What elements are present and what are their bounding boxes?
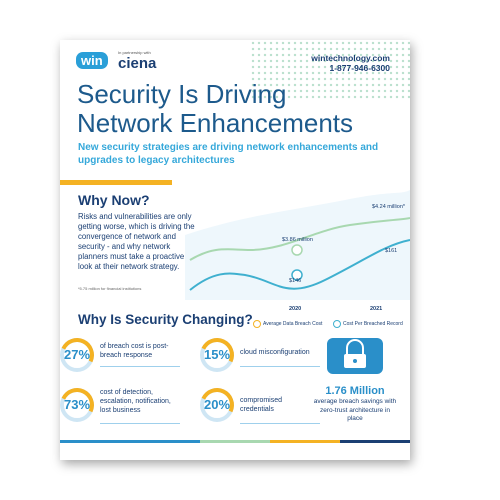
infographic: win In partnership with ciena wintechnol… (60, 40, 410, 460)
legend-icon (333, 320, 341, 328)
stat-label: of breach cost is post-breach response (100, 343, 169, 359)
stat-value: 20% (203, 397, 231, 412)
chart-label: $146 (289, 278, 302, 284)
stat-label: cost of detection, escalation, notificat… (100, 389, 171, 414)
marker (291, 269, 303, 281)
underline (100, 423, 180, 424)
heading: Why Now? (78, 192, 150, 208)
accent-bar (60, 180, 172, 185)
year-label: 2021 (370, 306, 383, 312)
title: Security Is Driving (77, 79, 287, 109)
year-label: 2020 (289, 306, 302, 312)
heading: Why Is Security Changing? (78, 312, 253, 327)
chart-label: $4.24 million* (372, 204, 406, 210)
footnote: *5.75 million for financial institutions (78, 286, 142, 291)
phone: 1-877-946-6300 (329, 63, 391, 73)
body-text: Risks and vulnerabilities are only getti… (78, 212, 195, 271)
partner-note: In partnership with (118, 50, 151, 55)
marker (291, 244, 303, 256)
dot-pattern (250, 40, 410, 100)
lock-icon (327, 338, 383, 374)
legend-icon (253, 320, 261, 328)
title: Network Enhancements (77, 108, 354, 138)
ring (60, 388, 94, 422)
partner-logo: ciena (118, 55, 157, 72)
ring (200, 388, 234, 422)
legend-label: Average Data Breach Cost (263, 321, 323, 327)
stat-value: 15% (203, 347, 231, 362)
underline (240, 423, 320, 424)
legend-label: Cost Per Breached Record (343, 321, 403, 327)
underline (100, 366, 180, 367)
footer-bar (60, 440, 410, 443)
website: wintechnology.com (311, 53, 390, 63)
subtitle: New security strategies are driving netw… (78, 142, 379, 166)
highlight-label: average breach savings with zero-trust a… (313, 398, 397, 422)
chart-label: $3.86 million (282, 237, 313, 243)
trend-chart (185, 190, 410, 300)
chart-label: $161 (385, 248, 398, 254)
cost-line (189, 217, 410, 261)
stat-label: compromised credentials (240, 397, 283, 413)
record-line (189, 239, 410, 291)
stat-label: cloud misconfiguration (240, 349, 310, 356)
stat-value: 73% (63, 397, 91, 412)
ring (200, 338, 234, 372)
ring (60, 338, 94, 372)
stat-value: 27% (63, 347, 91, 362)
underline (240, 366, 320, 367)
logo: win (76, 52, 108, 69)
highlight-value: 1.76 Million (325, 385, 385, 397)
